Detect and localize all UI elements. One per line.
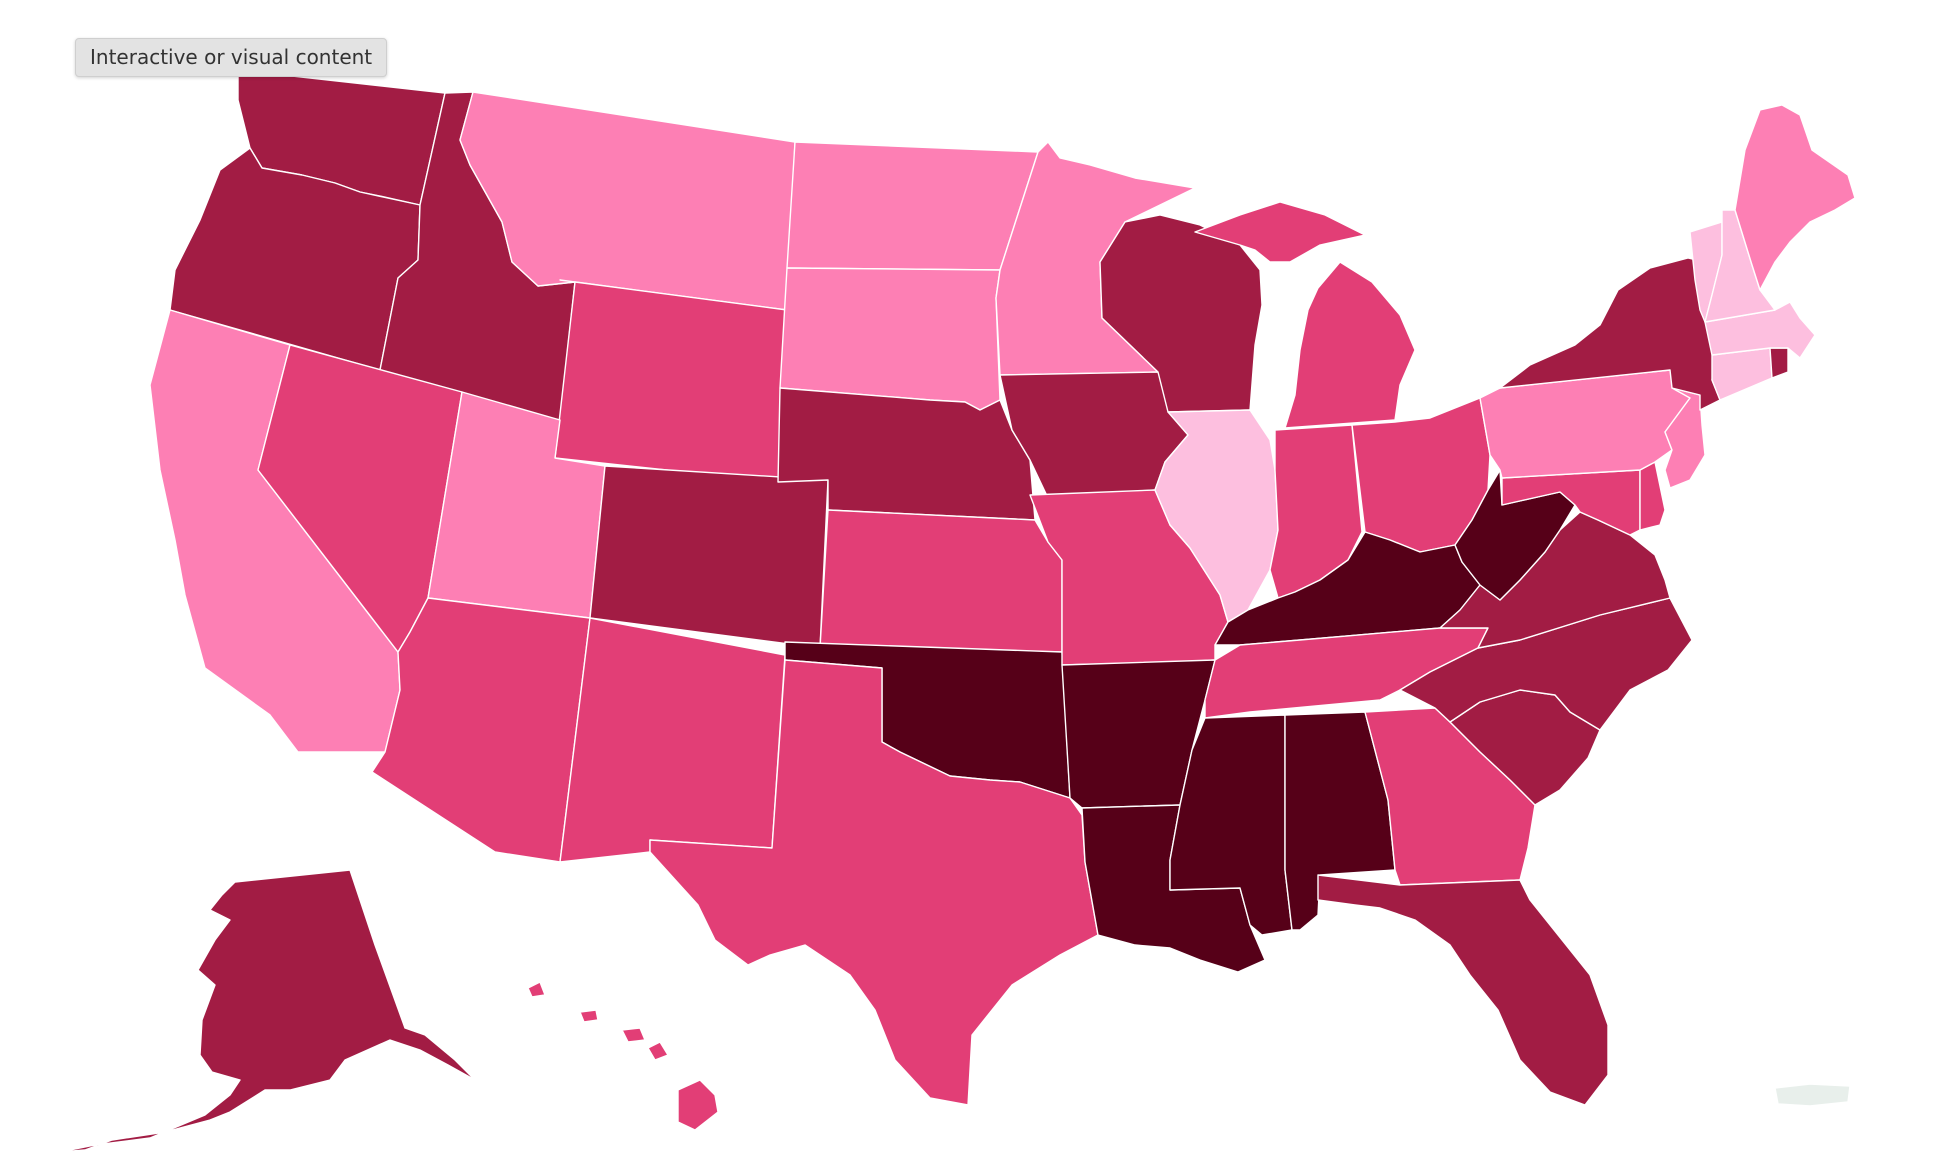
state-ND[interactable] <box>786 141 1039 271</box>
state-NJ[interactable] <box>1664 387 1706 489</box>
state-MI[interactable] <box>1194 201 1416 429</box>
state-AK[interactable] <box>59 869 476 1152</box>
state-CO[interactable] <box>589 465 829 649</box>
state-TX[interactable] <box>649 659 1099 1106</box>
state-WI[interactable] <box>1099 214 1263 413</box>
content-type-badge: Interactive or visual content <box>75 38 388 77</box>
state-NM[interactable] <box>559 617 786 863</box>
territory-PR[interactable] <box>1774 1083 1851 1107</box>
state-RI[interactable] <box>1769 347 1789 379</box>
state-SD[interactable] <box>779 267 1001 411</box>
state-ME[interactable] <box>1734 104 1856 291</box>
state-KS[interactable] <box>819 509 1063 653</box>
state-MA[interactable] <box>1704 301 1816 359</box>
state-FL[interactable] <box>1317 874 1609 1106</box>
state-HI[interactable] <box>527 981 719 1131</box>
state-CT[interactable] <box>1711 347 1773 401</box>
state-DE[interactable] <box>1639 461 1666 531</box>
state-WY[interactable] <box>554 281 788 483</box>
